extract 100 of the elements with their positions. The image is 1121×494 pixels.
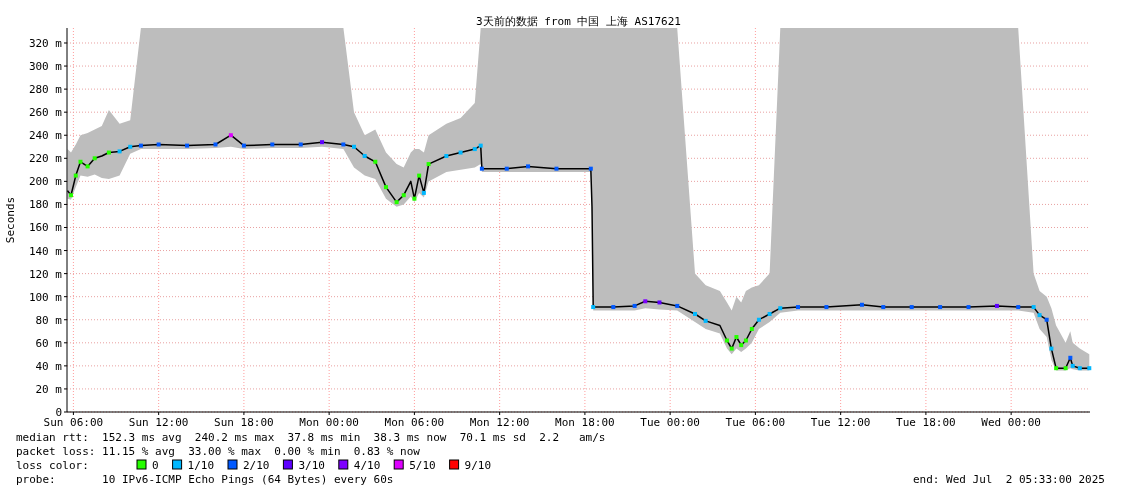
legend-label: 3/10: [298, 459, 325, 472]
y-tick-label: 20 m: [35, 382, 63, 396]
legend-label: 0: [152, 459, 159, 472]
point: [1016, 305, 1021, 310]
y-tick-label: 0: [55, 406, 62, 419]
y-tick-label: 320 m: [28, 36, 63, 50]
y-tick-label: 240 m: [28, 129, 63, 143]
point: [675, 303, 680, 308]
y-tick-label: 120 m: [28, 267, 63, 281]
point: [401, 193, 406, 198]
chart-title: 3天前的数据 from 中国 上海 AS17621: [476, 15, 681, 28]
y-tick-label: 200 m: [28, 175, 63, 189]
point: [421, 190, 426, 195]
point: [362, 154, 367, 158]
point: [1087, 366, 1092, 371]
point: [693, 311, 698, 316]
point: [458, 150, 463, 155]
point: [1054, 366, 1059, 371]
y-tick-label: 180 m: [28, 198, 63, 212]
point: [1031, 305, 1036, 310]
point: [526, 164, 531, 169]
x-tick-label: Tue 12:00: [810, 416, 871, 429]
point: [1063, 366, 1068, 371]
point: [1037, 313, 1042, 318]
point: [444, 154, 449, 158]
point: [657, 300, 662, 305]
point: [228, 133, 233, 138]
point: [373, 159, 378, 164]
point: [724, 338, 729, 343]
y-tick-label: 280 m: [28, 83, 63, 97]
point: [156, 142, 161, 147]
text: end: Wed Jul 2 05:33:00 2025: [912, 473, 1105, 486]
point: [859, 302, 864, 307]
point: [341, 142, 346, 147]
point: [824, 305, 829, 310]
point: [743, 338, 748, 343]
point: [352, 144, 357, 149]
text: probe: 10 IPv6-ICMP Echo Pings (64 Bytes) every 60s: [16, 473, 394, 486]
x-tick-label: Mon 18:00: [555, 416, 615, 429]
point: [909, 305, 914, 310]
point: [1070, 363, 1075, 368]
x-tick-label: Mon 06:00: [384, 416, 445, 429]
y-tick-label: 40 m: [35, 359, 63, 373]
x-tick-label: Mon 00:00: [299, 416, 359, 429]
point: [591, 305, 596, 310]
point: [472, 147, 477, 152]
point: [778, 306, 783, 311]
legend-label: 4/10: [353, 459, 381, 472]
text: median rtt: 152.3 ms avg 240.2 ms max 37.8 ms min 38.3 ms now 70.1 ms sd 2.2 am/s: [16, 431, 606, 444]
x-tick-label: Tue 06:00: [725, 416, 786, 429]
y-axis-title: Seconds: [4, 196, 17, 244]
point: [85, 164, 90, 169]
point: [554, 166, 559, 171]
point: [241, 143, 246, 148]
point: [213, 142, 218, 147]
point: [588, 166, 593, 171]
x-tick-label: Sun 18:00: [214, 416, 274, 429]
y-tick-label: 80 m: [35, 313, 63, 327]
x-tick-label: Tue 00:00: [640, 416, 700, 429]
point: [383, 185, 388, 190]
y-tick-label: 260 m: [28, 106, 63, 120]
point: [479, 166, 484, 171]
point: [703, 318, 708, 323]
legend-label: 2/10: [243, 459, 270, 472]
point: [270, 142, 275, 147]
x-tick-label: Sun 12:00: [128, 416, 189, 429]
point: [138, 143, 143, 148]
point: [69, 193, 74, 198]
point: [734, 335, 739, 340]
point: [73, 173, 78, 178]
point: [1049, 346, 1054, 351]
point: [796, 305, 801, 310]
point: [938, 305, 943, 310]
point: [412, 196, 417, 201]
point: [1077, 366, 1082, 371]
y-tick-label: 140 m: [28, 244, 63, 258]
y-tick-label: 60 m: [35, 336, 63, 350]
point: [756, 317, 761, 322]
legend-title: loss color:: [16, 459, 89, 472]
point: [417, 173, 422, 178]
x-tick-label: Mon 12:00: [469, 416, 530, 429]
point: [729, 346, 734, 351]
point: [767, 311, 772, 316]
point: [966, 305, 971, 310]
y-tick-label: 220 m: [28, 152, 63, 166]
point: [749, 326, 754, 331]
point: [298, 142, 303, 147]
point: [117, 149, 122, 154]
point: [504, 166, 509, 171]
point: [1044, 317, 1049, 322]
y-tick-label: 100 m: [28, 290, 63, 304]
point: [106, 150, 111, 155]
point: [128, 144, 133, 149]
x-tick-label: Wed 00:00: [981, 416, 1041, 429]
x-tick-label: Sun 06:00: [43, 416, 104, 429]
legend-label: 1/10: [187, 459, 215, 472]
point: [78, 159, 83, 164]
x-tick-label: Tue 18:00: [896, 416, 956, 429]
point: [92, 156, 97, 161]
point: [426, 162, 431, 167]
